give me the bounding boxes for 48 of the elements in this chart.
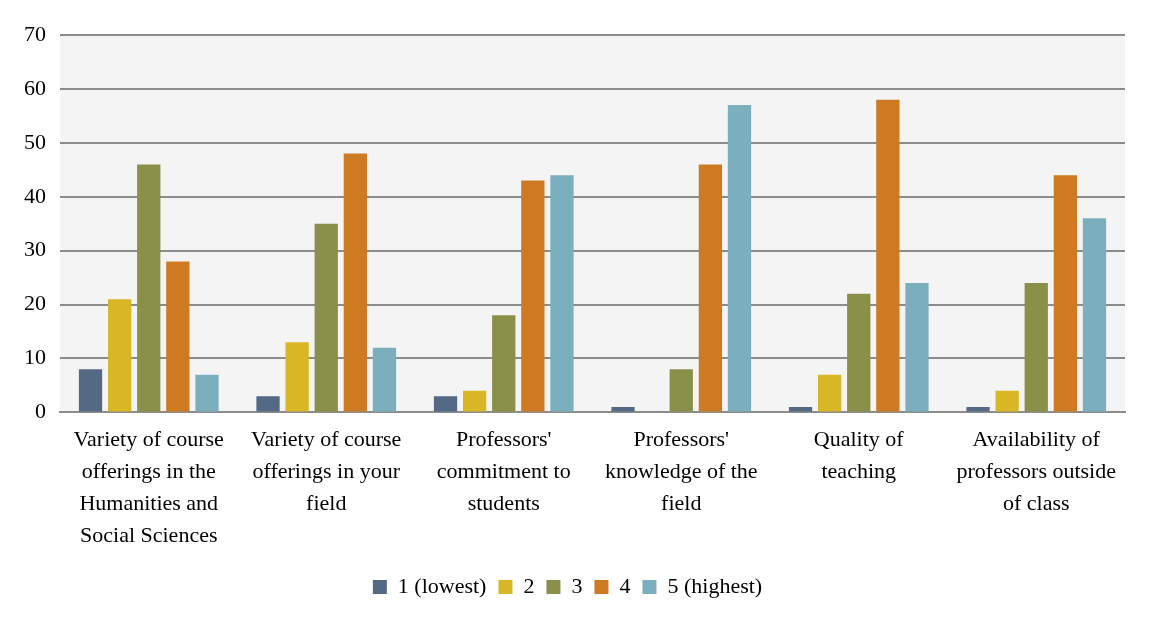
- legend-label: 4: [619, 572, 631, 598]
- legend-label: 2: [523, 572, 535, 598]
- x-tick-label: Variety of course offerings in the Humanities and Social Sciences: [73, 426, 224, 547]
- bar: [195, 374, 219, 412]
- legend-label: 1 (lowest): [397, 572, 487, 598]
- legend-label: 5 (highest): [667, 572, 763, 598]
- y-tick-label: 30: [24, 236, 46, 262]
- x-tick-label: Professors' commitment to students: [436, 426, 571, 515]
- bar: [137, 164, 161, 412]
- bar: [166, 261, 190, 412]
- legend-label: 3: [571, 572, 583, 598]
- bar: [433, 396, 458, 412]
- y-tick-label: 60: [24, 74, 46, 100]
- bar: [966, 407, 990, 412]
- bar: [343, 153, 367, 412]
- bar: [492, 315, 516, 412]
- y-tick-label: 0: [35, 398, 46, 424]
- y-tick-label: 40: [24, 182, 46, 208]
- x-tick-label: Professors' knowledge of the field: [604, 426, 758, 515]
- bar: [611, 407, 635, 412]
- y-tick-label: 70: [24, 20, 46, 46]
- bar: [698, 164, 722, 412]
- y-tick-label: 10: [24, 344, 46, 370]
- bar: [818, 374, 842, 412]
- x-tick-label: Availability of professors outside of class: [956, 426, 1116, 515]
- bar: [876, 99, 900, 412]
- bar: [1053, 175, 1077, 412]
- bar: [847, 293, 871, 412]
- bar: [905, 283, 929, 412]
- bar: [372, 347, 397, 412]
- bar: [550, 175, 574, 412]
- bar: [314, 223, 338, 412]
- bar: [108, 299, 132, 412]
- bar: [788, 407, 813, 412]
- y-tick-label: 50: [24, 128, 46, 154]
- bar: [995, 390, 1019, 412]
- bar: [669, 369, 693, 412]
- bar: [521, 180, 545, 412]
- x-tick-label: Quality of teaching: [813, 426, 905, 484]
- x-tick-label: Variety of course offerings in your field: [251, 426, 402, 515]
- bar: [78, 369, 103, 412]
- bar: [727, 105, 752, 412]
- bar: [285, 342, 309, 412]
- y-tick-label: 20: [24, 290, 46, 316]
- bar: [1024, 283, 1048, 412]
- bar: [1082, 218, 1107, 412]
- bar: [256, 396, 280, 412]
- bar: [463, 390, 487, 412]
